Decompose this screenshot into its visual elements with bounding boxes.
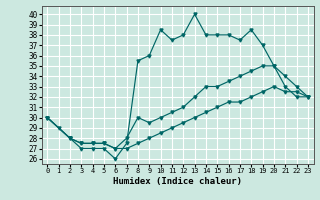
X-axis label: Humidex (Indice chaleur): Humidex (Indice chaleur) — [113, 177, 242, 186]
